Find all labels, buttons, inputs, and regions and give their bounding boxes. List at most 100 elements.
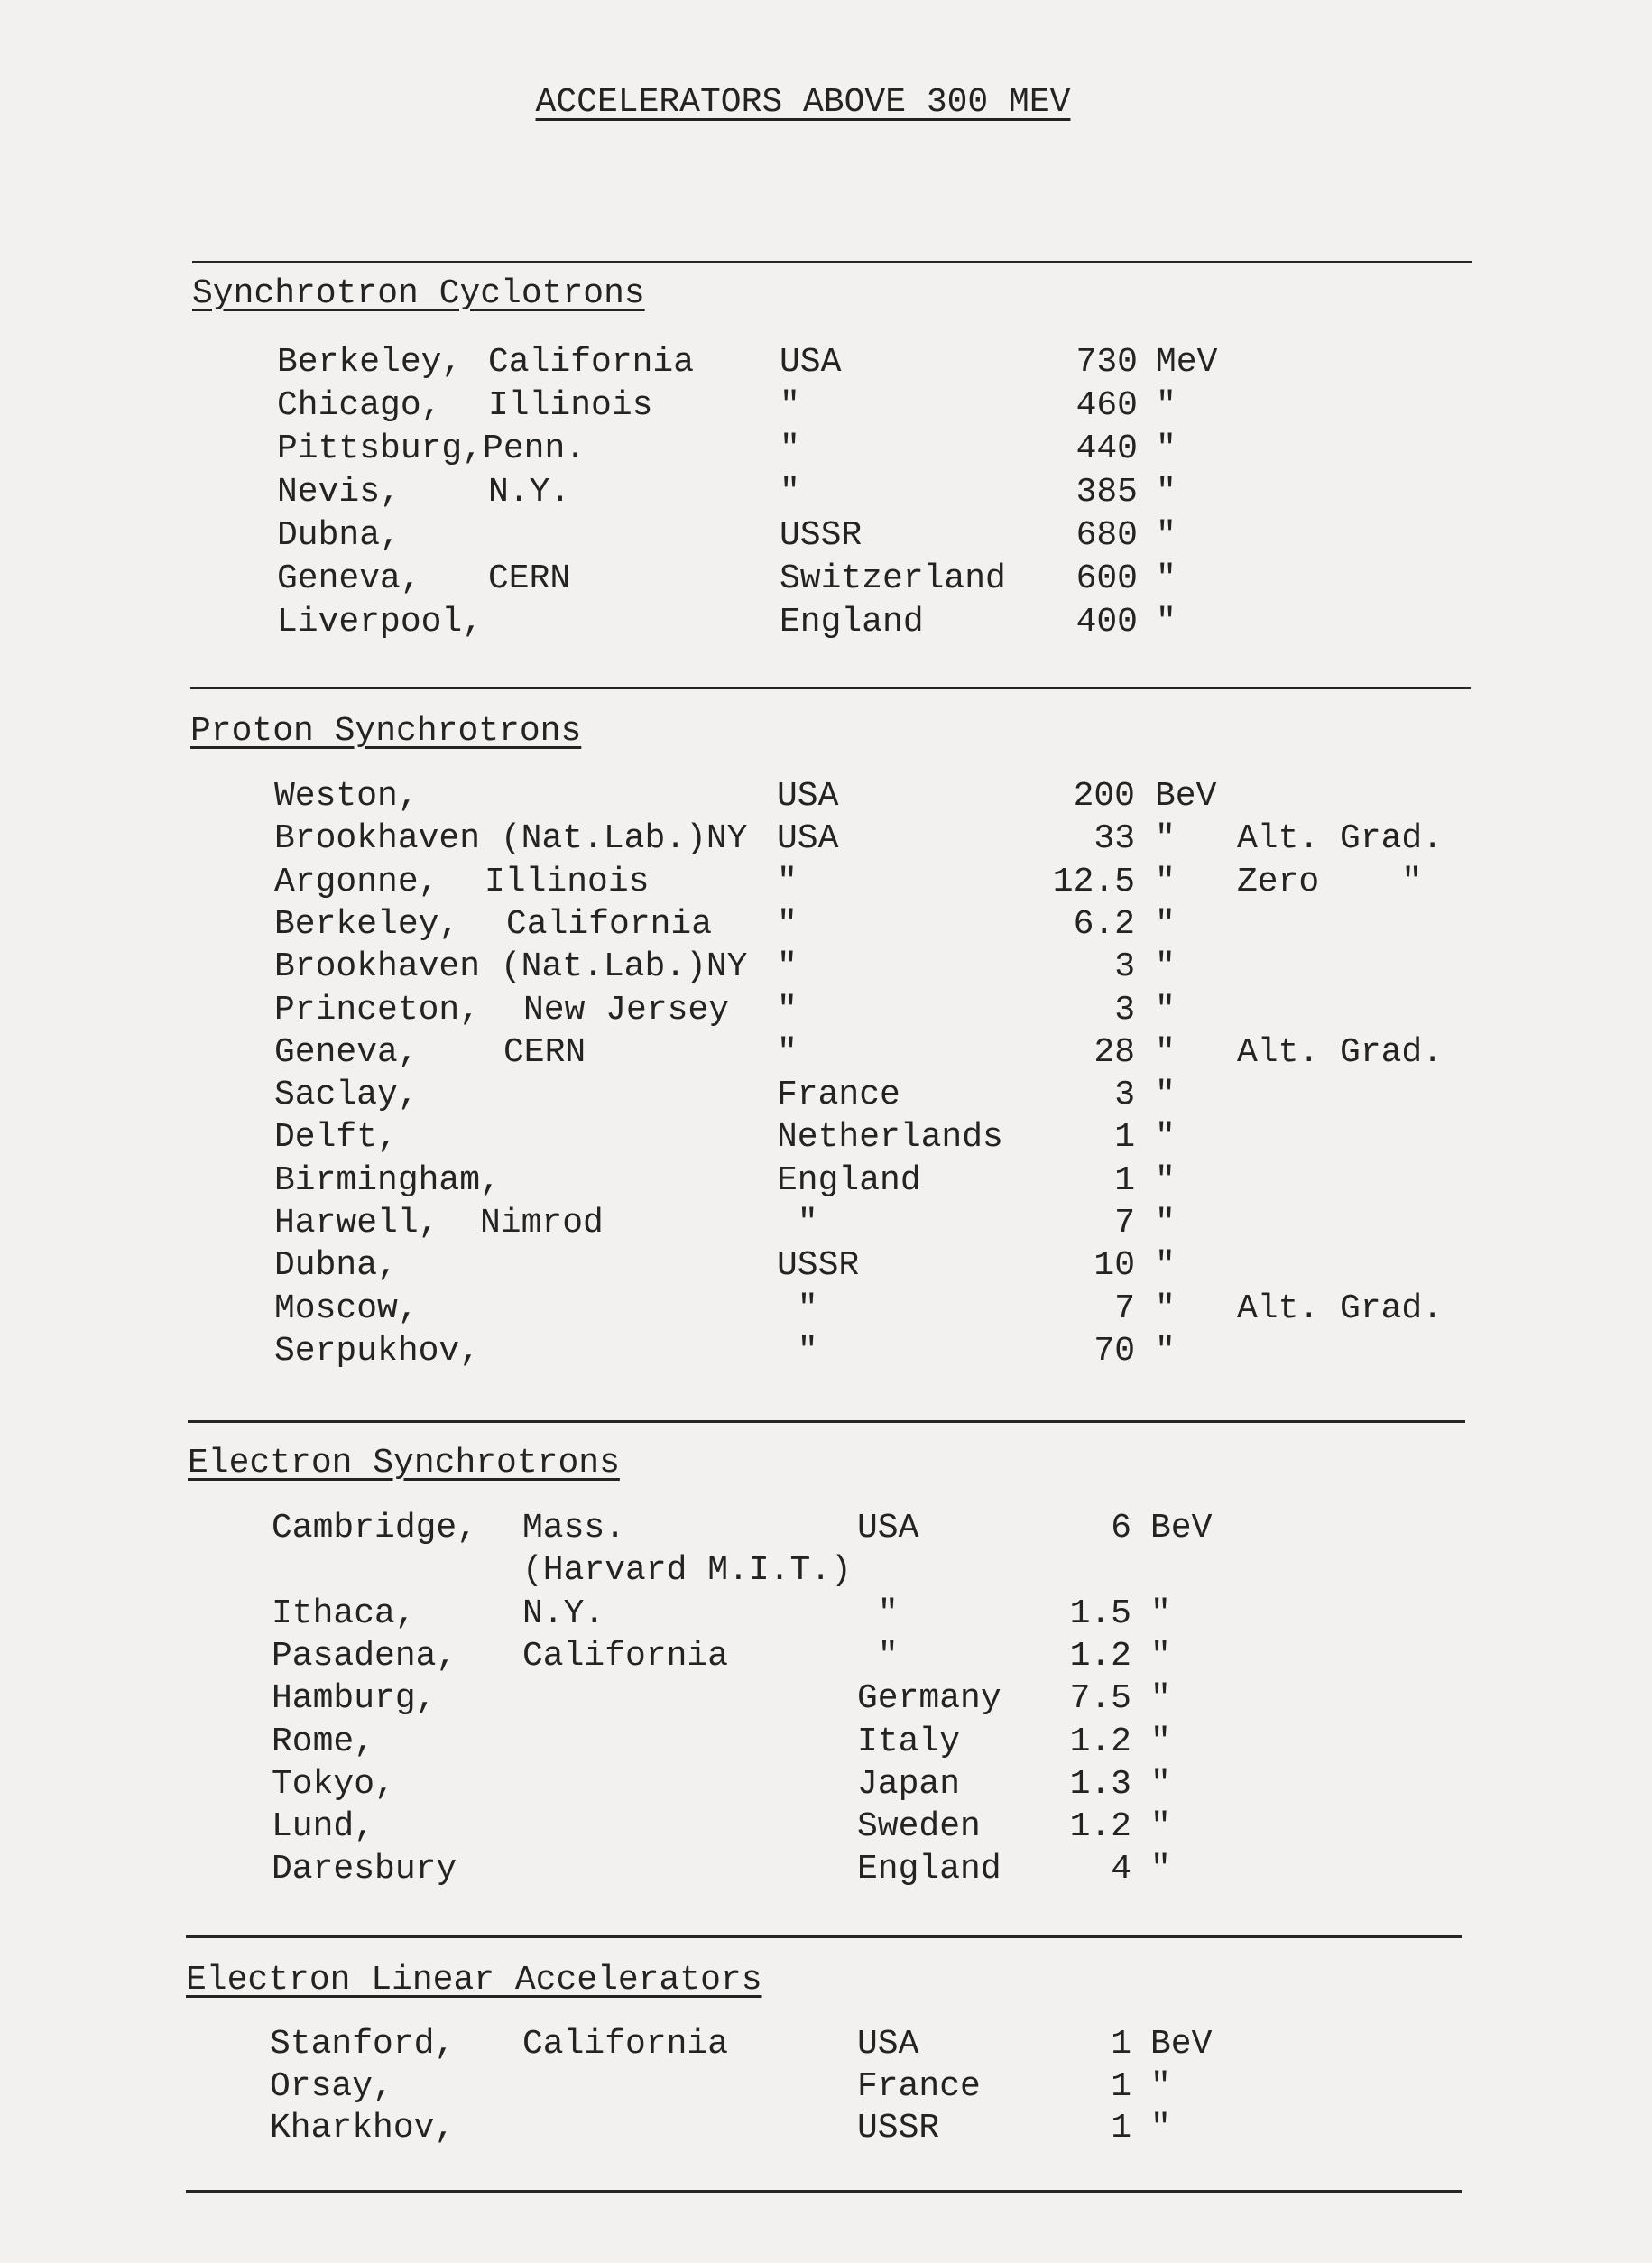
place-name: Chicago,: [277, 386, 442, 425]
place-name: Stanford,: [270, 2025, 456, 2064]
country: ": [857, 1593, 899, 1633]
country: Japan: [857, 1764, 961, 1804]
place-name: Orsay,: [270, 2066, 393, 2106]
country: USA: [857, 1509, 919, 1547]
place-detail: Illinois: [488, 386, 653, 425]
energy-unit: ": [1150, 1850, 1171, 1889]
place-detail: CERN: [488, 559, 571, 598]
energy-value: 400: [1075, 603, 1138, 642]
country: England: [777, 1160, 921, 1200]
place-name: Lund,: [272, 1807, 375, 1847]
place-name: Dubna,: [277, 516, 401, 555]
country: ": [777, 1289, 818, 1328]
place-name: Cambridge,: [272, 1509, 478, 1547]
divider-line: [186, 1935, 1462, 1938]
country: England: [780, 603, 924, 642]
note: Zero ": [1237, 862, 1423, 901]
energy-value: 1: [1111, 2109, 1131, 2148]
place-name: Delft,: [274, 1118, 398, 1158]
energy-value: 6.2: [1073, 904, 1135, 944]
place-name: Brookhaven (Nat.Lab.)NY: [274, 819, 748, 859]
place-name: Harwell,: [274, 1204, 439, 1242]
place-detail: N.Y.: [488, 473, 571, 512]
energy-unit: ": [1155, 1246, 1176, 1286]
energy-value: 460: [1075, 386, 1138, 425]
country: Sweden: [857, 1807, 981, 1847]
energy-value: 730: [1075, 343, 1138, 382]
energy-unit: ": [1155, 990, 1176, 1030]
country: ": [777, 1032, 798, 1072]
country: USA: [777, 777, 839, 816]
energy-unit: ": [1150, 1679, 1171, 1719]
energy-value: 28: [1094, 1032, 1135, 1072]
energy-unit: ": [1150, 2109, 1171, 2148]
energy-value: 1.2: [1069, 1722, 1131, 1761]
divider-line: [192, 261, 1472, 263]
country: USA: [777, 819, 839, 859]
place-detail: California: [522, 2025, 729, 2064]
country: USSR: [780, 516, 863, 555]
place-name: Geneva,: [274, 1032, 419, 1072]
energy-unit: ": [1155, 1204, 1176, 1242]
place-name: Nevis,: [277, 473, 401, 512]
place-name: Daresbury: [272, 1850, 457, 1889]
note: Alt. Grad.: [1237, 819, 1444, 859]
country: Switzerland: [780, 559, 1006, 598]
note: Alt. Grad.: [1237, 1289, 1444, 1328]
place-detail: California: [522, 1636, 729, 1676]
section-heading: Electron Synchrotrons: [188, 1444, 620, 1482]
energy-unit: ": [1150, 1807, 1171, 1847]
energy-unit: ": [1156, 473, 1177, 512]
energy-unit: BeV: [1150, 1509, 1213, 1547]
energy-unit: MeV: [1156, 343, 1218, 382]
energy-unit: ": [1155, 1076, 1176, 1115]
country: ": [780, 386, 800, 425]
energy-unit: BeV: [1155, 777, 1217, 816]
divider-line: [188, 1420, 1465, 1423]
energy-unit: ": [1155, 1118, 1176, 1158]
place-name: Hamburg,: [272, 1679, 437, 1719]
energy-value: 6: [1111, 1509, 1131, 1547]
place-name: Serpukhov,: [274, 1331, 481, 1371]
energy-value: 70: [1094, 1331, 1135, 1371]
place-detail: Nimrod: [480, 1204, 604, 1242]
place-name: Saclay,: [274, 1076, 419, 1115]
country: ": [777, 1331, 818, 1371]
energy-value: 600: [1075, 559, 1138, 598]
energy-value: 1: [1114, 1118, 1135, 1158]
energy-value: 7.5: [1069, 1679, 1131, 1719]
country: USSR: [857, 2109, 940, 2148]
energy-value: 4: [1111, 1850, 1131, 1889]
energy-value: 440: [1075, 430, 1138, 468]
divider-line: [186, 2190, 1462, 2193]
energy-value: 33: [1094, 819, 1135, 859]
place-name: Liverpool,: [277, 603, 484, 642]
energy-unit: ": [1156, 516, 1177, 555]
country: France: [857, 2066, 981, 2106]
place-name: Geneva,: [277, 559, 421, 598]
place-name: Pasadena,: [272, 1636, 457, 1676]
place-detail: (Harvard M.I.T.): [522, 1551, 852, 1591]
country: USA: [780, 343, 842, 382]
divider-line: [190, 687, 1471, 689]
place-name: Tokyo,: [272, 1764, 395, 1804]
place-name: Berkeley,: [277, 343, 463, 382]
energy-unit: ": [1155, 947, 1176, 987]
place-name: Argonne,: [274, 862, 439, 901]
energy-value: 3: [1114, 990, 1135, 1030]
energy-value: 3: [1114, 947, 1135, 987]
energy-unit: ": [1150, 2066, 1171, 2106]
country: ": [777, 862, 798, 901]
energy-unit: ": [1150, 1593, 1171, 1633]
place-name: Brookhaven (Nat.Lab.)NY: [274, 947, 748, 987]
energy-unit: ": [1150, 1722, 1171, 1761]
place-detail: N.Y.: [522, 1593, 605, 1633]
country: USSR: [777, 1246, 860, 1286]
energy-value: 680: [1075, 516, 1138, 555]
energy-unit: ": [1155, 1032, 1176, 1072]
country: USA: [857, 2025, 919, 2064]
place-name: Dubna,: [274, 1246, 398, 1286]
energy-unit: ": [1155, 1160, 1176, 1200]
energy-unit: ": [1155, 819, 1176, 859]
country: France: [777, 1076, 900, 1115]
